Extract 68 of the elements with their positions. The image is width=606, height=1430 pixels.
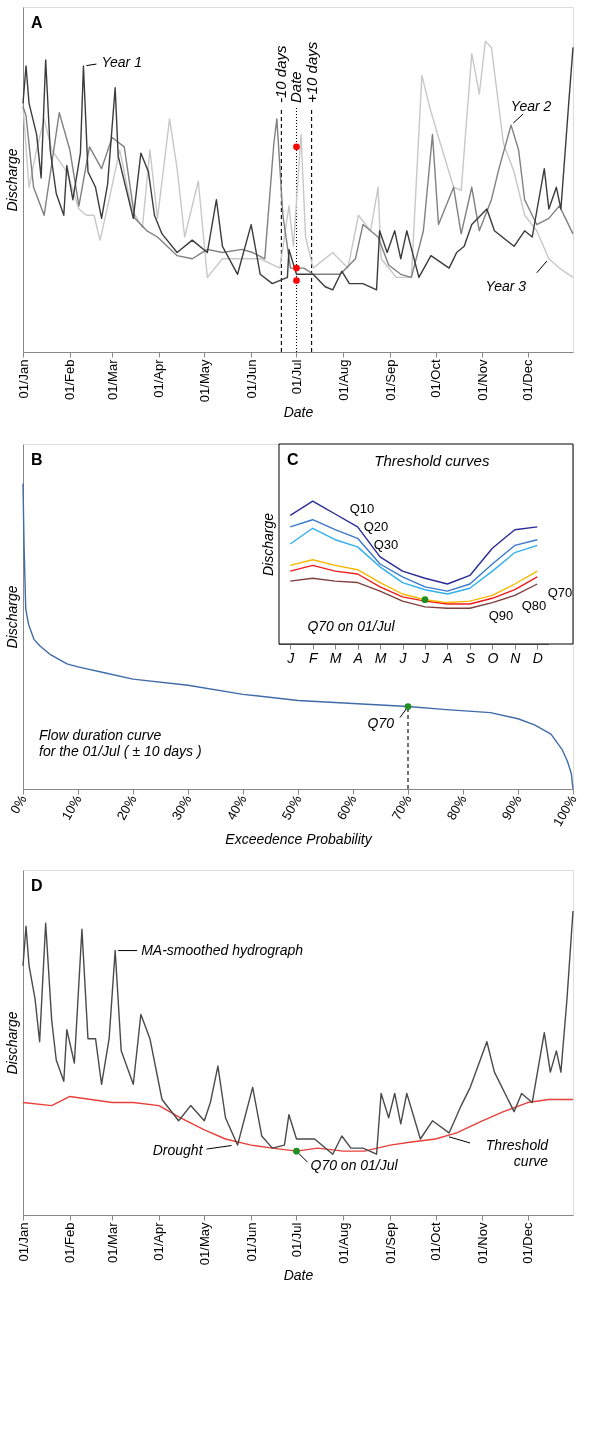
annotation: Flow duration curve for the 01/Jul ( ± 10 days ) bbox=[39, 727, 202, 759]
annotation: Q10 bbox=[349, 501, 375, 516]
x-tick-label: J bbox=[420, 649, 430, 666]
x-tick-label: 01/Jul bbox=[288, 1222, 304, 1258]
chart-title: B bbox=[31, 451, 43, 468]
x-tick-label: 01/Apr bbox=[151, 1221, 167, 1261]
x-tick-label: 01/Aug bbox=[335, 359, 351, 401]
x-tick-label: 01/Oct bbox=[428, 1222, 443, 1261]
annotation: Drought bbox=[152, 1142, 204, 1159]
annotation: Q30 bbox=[373, 537, 399, 552]
x-tick-label: 01/Oct bbox=[428, 359, 443, 398]
annotation: Year 1 bbox=[101, 54, 142, 71]
annotation: Q70 on 01/Jul bbox=[310, 1157, 399, 1174]
annotation: MA-smoothed hydrograph bbox=[141, 941, 304, 958]
x-tick-label: F bbox=[308, 649, 319, 666]
ref-line-label: -10 days bbox=[272, 44, 290, 103]
x-tick-label: 01/Feb bbox=[62, 1222, 78, 1263]
chart-title: D bbox=[31, 877, 43, 894]
x-tick-label: 0% bbox=[7, 792, 30, 817]
annotation: Q90 bbox=[488, 608, 514, 623]
annotation: Year 2 bbox=[510, 98, 552, 115]
x-tick-label: 01/Jul bbox=[288, 359, 304, 395]
ref-line-label: Date bbox=[287, 71, 305, 103]
x-axis-title: Exceedence Probability bbox=[225, 830, 373, 847]
annotation: Q70 bbox=[547, 585, 573, 600]
x-axis-title: Date bbox=[283, 404, 314, 421]
x-tick-label: 01/Mar bbox=[104, 358, 120, 400]
x-tick-label: 01/Aug bbox=[335, 1222, 351, 1264]
x-tick-label: 01/Dec bbox=[520, 359, 536, 401]
x-axis-title: Date bbox=[283, 1267, 314, 1284]
x-tick-label: A bbox=[442, 649, 453, 666]
x-tick-label: 01/Feb bbox=[62, 359, 78, 400]
x-tick-label: D bbox=[532, 649, 543, 666]
x-tick-label: 01/Sep bbox=[382, 1222, 398, 1264]
x-tick-label: 01/Dec bbox=[520, 1222, 536, 1264]
x-tick-label: 01/Mar bbox=[104, 1221, 120, 1263]
x-tick-label: 01/Sep bbox=[382, 359, 398, 401]
x-tick-label: O bbox=[487, 649, 499, 666]
y-axis-title: Discharge bbox=[259, 512, 276, 577]
annotation: Q70 bbox=[367, 714, 395, 731]
chart-title: C bbox=[287, 451, 299, 468]
x-tick-label: J bbox=[398, 649, 408, 666]
x-tick-label: 01/Jan bbox=[15, 1222, 31, 1262]
x-tick-label: 01/May bbox=[196, 359, 212, 403]
x-tick-label: 01/Jun bbox=[243, 1222, 259, 1262]
y-axis-title: Discharge bbox=[3, 148, 20, 212]
x-tick-label: 01/Nov bbox=[474, 1222, 490, 1264]
annotation: Year 3 bbox=[485, 277, 527, 294]
annotation: Threshold curve bbox=[485, 1136, 550, 1169]
x-tick-label: 01/Apr bbox=[151, 358, 167, 398]
x-tick-label: 01/Nov bbox=[474, 359, 490, 401]
x-tick-label: N bbox=[510, 649, 522, 666]
y-axis-title: Discharge bbox=[3, 1011, 20, 1075]
x-tick-label: 01/Jan bbox=[15, 359, 31, 399]
x-tick-label: M bbox=[374, 649, 387, 666]
x-tick-label: 01/May bbox=[196, 1222, 212, 1266]
x-tick-label: 01/Jun bbox=[243, 359, 259, 399]
annotation: Q70 on 01/Jul bbox=[307, 618, 396, 634]
y-axis-title: Discharge bbox=[3, 585, 20, 649]
annotation: Q80 bbox=[521, 598, 547, 613]
x-tick-label: S bbox=[465, 649, 476, 666]
x-tick-label: A bbox=[352, 649, 363, 666]
chart-title: A bbox=[31, 14, 43, 31]
x-tick-label: J bbox=[286, 649, 296, 666]
x-tick-label: M bbox=[329, 649, 342, 666]
ref-line-label: +10 days bbox=[302, 41, 320, 103]
annotation: Q20 bbox=[363, 519, 389, 534]
chart-subtitle: Threshold curves bbox=[374, 452, 490, 469]
